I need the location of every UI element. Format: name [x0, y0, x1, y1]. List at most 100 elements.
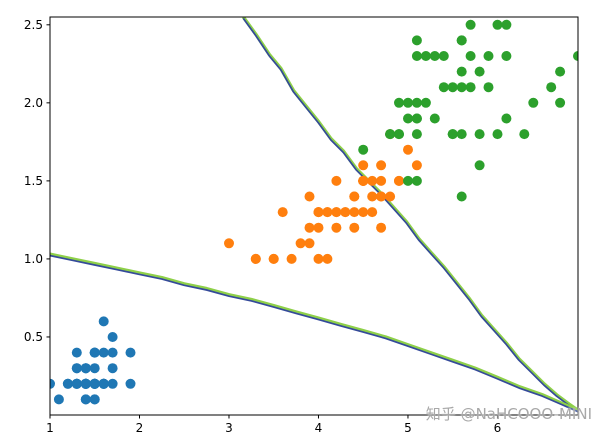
x-tick-label: 2 [136, 421, 144, 435]
data-point [304, 238, 315, 249]
data-point [224, 238, 234, 249]
data-point [295, 238, 306, 249]
data-point [50, 378, 55, 389]
watermark: 知乎 @NaHCOOO-MINI [425, 405, 592, 423]
data-point [304, 191, 315, 202]
data-point [438, 51, 449, 61]
data-point [286, 253, 297, 264]
data-point [358, 160, 369, 171]
data-point [358, 175, 369, 186]
data-point [447, 82, 458, 93]
data-point [376, 222, 387, 233]
x-tick-label: 3 [225, 421, 233, 435]
data-point [322, 207, 333, 218]
data-point [53, 394, 64, 405]
data-point [501, 113, 512, 124]
data-point [89, 394, 100, 405]
data-point [528, 97, 539, 108]
decision-boundary-upper-outer-line [241, 17, 578, 412]
data-point [465, 19, 476, 30]
data-point [322, 253, 333, 264]
data-point [331, 207, 342, 218]
data-point [313, 253, 324, 264]
data-point [403, 144, 413, 155]
decision-boundary-upper-inner-line [242, 17, 578, 413]
data-point [456, 35, 467, 46]
data-point [555, 66, 566, 77]
data-point [394, 97, 404, 108]
data-point [474, 66, 485, 77]
data-point [429, 51, 440, 61]
data-point [420, 97, 431, 108]
data-point [483, 51, 494, 61]
data-point [501, 51, 512, 61]
x-tick-label: 5 [404, 421, 412, 435]
y-tick-label: 2.0 [24, 96, 43, 110]
data-point [501, 19, 512, 30]
data-point [420, 51, 431, 61]
data-point [465, 82, 476, 93]
data-point [411, 175, 422, 186]
data-point [107, 347, 118, 358]
data-points-class-2 [358, 19, 578, 202]
data-point [331, 222, 342, 233]
data-point [80, 394, 91, 405]
data-point [340, 207, 351, 218]
data-point [465, 51, 476, 61]
data-point [376, 175, 387, 186]
decision-boundary-lower [50, 252, 578, 413]
data-point [358, 144, 369, 155]
data-point [403, 113, 413, 124]
data-point [250, 253, 261, 264]
data-points-class-0 [50, 316, 136, 405]
data-point [349, 207, 360, 218]
data-point [403, 97, 413, 108]
data-point [313, 207, 324, 218]
data-point [331, 175, 342, 186]
data-point [519, 129, 530, 140]
data-point [429, 113, 440, 124]
data-point [268, 253, 279, 264]
data-point [447, 129, 458, 140]
data-point [71, 378, 82, 389]
data-point [71, 347, 82, 358]
data-point [304, 222, 315, 233]
data-point [80, 363, 91, 374]
data-point [411, 97, 422, 108]
x-tick-label: 1 [46, 421, 54, 435]
data-points-class-1 [224, 129, 422, 264]
data-point [456, 66, 467, 77]
data-point [349, 191, 360, 202]
data-point [89, 347, 100, 358]
data-point [456, 129, 467, 140]
y-tick-label: 2.5 [24, 18, 43, 32]
data-point [367, 175, 378, 186]
data-point [474, 129, 485, 140]
data-point [546, 82, 557, 93]
y-axis-ticks [46, 24, 50, 338]
data-point [62, 378, 73, 389]
data-point [125, 378, 136, 389]
y-tick-label: 0.5 [24, 330, 43, 344]
data-point [394, 129, 404, 140]
y-tick-label: 1.0 [24, 252, 43, 266]
data-point [411, 160, 422, 171]
data-point [277, 207, 288, 218]
data-point [474, 160, 485, 171]
data-point [313, 222, 324, 233]
data-point [385, 129, 396, 140]
data-point [483, 82, 494, 93]
data-point [411, 129, 422, 140]
x-axis-tick-labels: 1 2 3 4 5 6 [46, 421, 501, 435]
x-tick-label: 6 [494, 421, 502, 435]
data-point [376, 160, 387, 171]
data-point [367, 207, 378, 218]
data-point [89, 378, 100, 389]
data-point [107, 332, 118, 342]
data-point [107, 378, 118, 389]
data-point [107, 363, 118, 374]
data-point [98, 378, 109, 389]
x-axis-ticks [49, 415, 498, 419]
data-point [573, 51, 578, 61]
